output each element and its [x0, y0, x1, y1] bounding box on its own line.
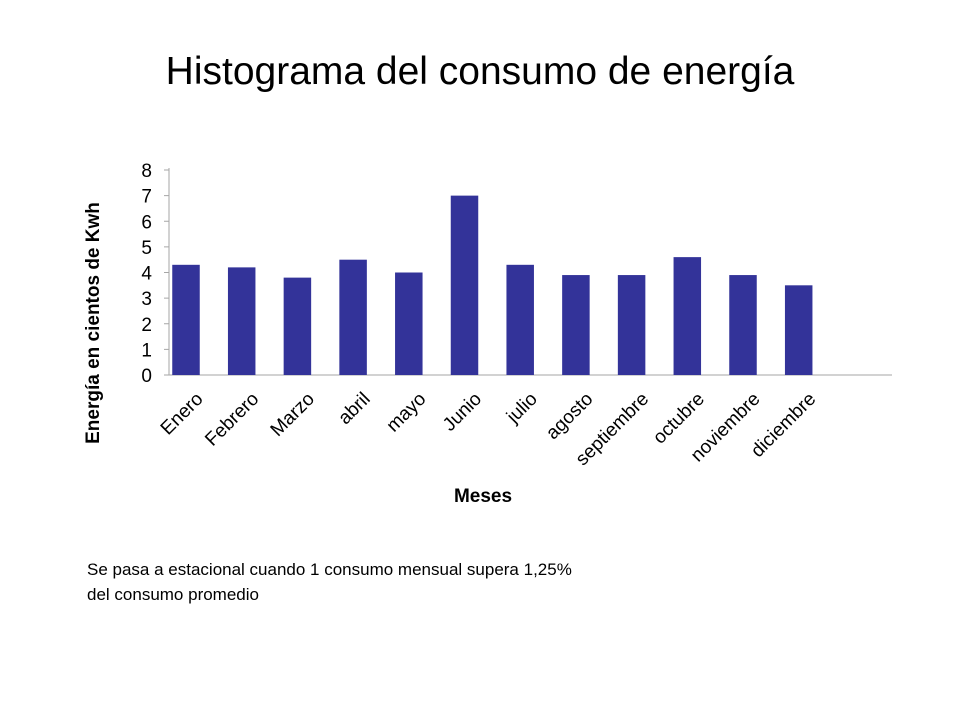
bar	[562, 275, 590, 375]
y-tick-label: 5	[141, 238, 152, 259]
bar	[227, 267, 256, 375]
slide-note: Se pasa a estacional cuando 1 consumo me…	[87, 557, 807, 607]
slide-title: Histograma del consumo de energía	[165, 50, 795, 93]
x-axis-label: Meses	[454, 486, 512, 507]
y-tick-label: 0	[141, 366, 152, 387]
x-tick-label: julio	[502, 389, 541, 428]
y-tick-label: 1	[141, 340, 152, 361]
bar	[784, 285, 813, 375]
bar	[617, 275, 646, 375]
bar	[339, 259, 367, 375]
bar	[172, 264, 200, 375]
x-tick-label: Junio	[439, 389, 486, 436]
y-tick-label: 4	[141, 264, 152, 285]
y-tick-labels: 0 1 2 3 4 5 6 7 8	[141, 161, 169, 387]
bars	[172, 195, 813, 375]
bar	[395, 272, 423, 375]
bar	[729, 275, 757, 375]
x-tick-label: Febrero	[201, 389, 263, 451]
bar	[673, 257, 702, 375]
y-tick-label: 6	[141, 212, 152, 233]
x-tick-label: mayo	[383, 389, 431, 437]
y-tick-label: 7	[141, 187, 152, 208]
y-tick-label: 2	[141, 315, 152, 336]
bar	[283, 277, 312, 375]
x-tick-label: agosto	[542, 389, 597, 444]
note-line-2: del consumo promedio	[87, 585, 259, 604]
y-tick-label: 3	[141, 289, 152, 310]
y-axis-label: Energía en cientos de Kwh	[83, 202, 104, 444]
x-tick-label: Marzo	[267, 389, 319, 441]
x-tick-label: Enero	[157, 389, 208, 440]
bar	[450, 195, 479, 375]
y-tick-label: 8	[141, 161, 152, 182]
bar	[506, 264, 534, 375]
note-line-1: Se pasa a estacional cuando 1 consumo me…	[87, 560, 572, 579]
x-tick-label: abril	[334, 389, 374, 429]
